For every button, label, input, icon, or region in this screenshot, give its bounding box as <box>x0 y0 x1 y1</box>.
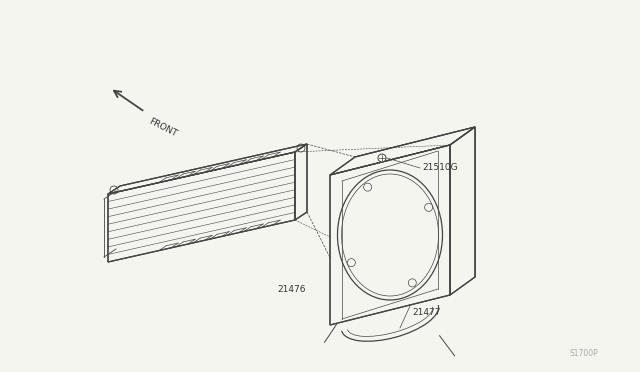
Polygon shape <box>108 144 307 194</box>
Polygon shape <box>450 127 475 295</box>
Circle shape <box>348 259 355 267</box>
Polygon shape <box>355 127 475 307</box>
Polygon shape <box>330 145 450 325</box>
Circle shape <box>364 183 372 191</box>
Polygon shape <box>330 127 475 175</box>
Text: S1700P: S1700P <box>570 349 599 358</box>
Circle shape <box>378 154 386 162</box>
Circle shape <box>425 203 433 211</box>
Text: 21477: 21477 <box>412 308 440 317</box>
Text: 21510G: 21510G <box>422 164 458 173</box>
Text: 21476: 21476 <box>278 285 306 295</box>
Polygon shape <box>108 152 295 262</box>
Polygon shape <box>295 144 307 220</box>
Text: FRONT: FRONT <box>147 117 179 139</box>
Circle shape <box>408 279 416 287</box>
